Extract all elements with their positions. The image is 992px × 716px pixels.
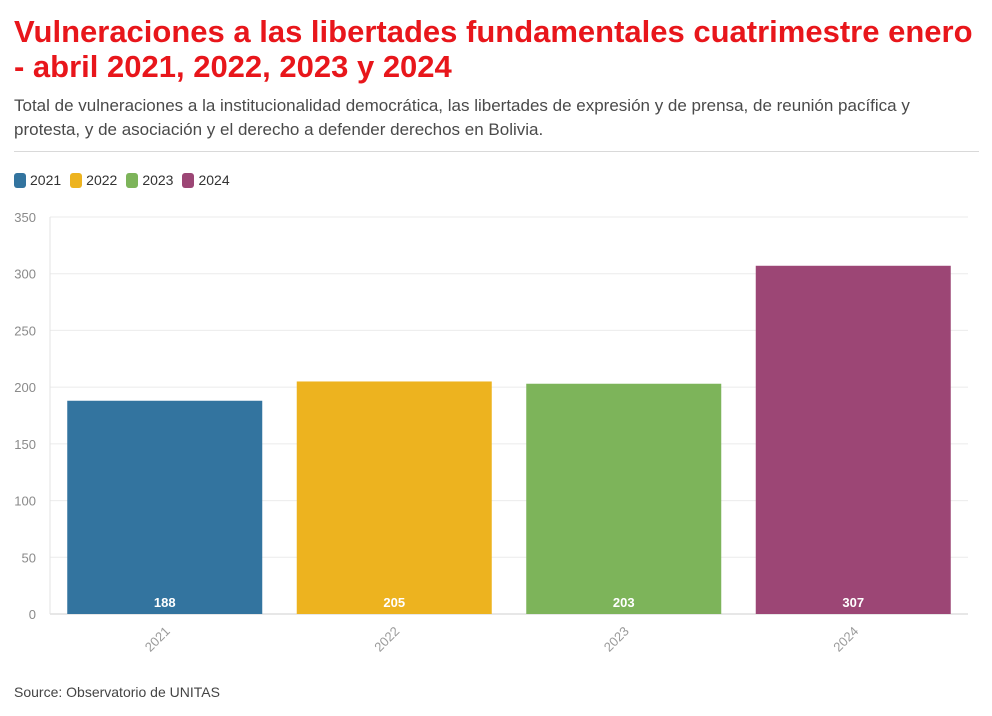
bar-2024	[755, 265, 951, 614]
bar-2022	[296, 381, 492, 614]
y-tick-label-100: 100	[14, 494, 36, 509]
legend-item-2024[interactable]: 2024	[182, 172, 230, 188]
data-label-2024: 307	[842, 595, 864, 610]
legend-label-2024: 2024	[198, 172, 230, 188]
legend-label-2023: 2023	[142, 172, 174, 188]
legend: 2021 2022 2023 2024	[14, 172, 230, 188]
data-label-2021: 188	[154, 595, 176, 610]
data-label-2022: 205	[383, 595, 405, 610]
y-tick-label-300: 300	[14, 267, 36, 282]
legend-swatch-2023	[126, 172, 139, 188]
x-tick-label-2023: 2023	[601, 624, 632, 655]
bar-2021	[67, 400, 263, 614]
legend-label-2022: 2022	[86, 172, 118, 188]
legend-swatch-2021	[14, 172, 26, 188]
bar-chart: 0 50 100 150 200 250 300 350 188 2021 205 2022 203 20…	[14, 210, 968, 655]
legend-item-2023[interactable]: 2023	[126, 172, 173, 188]
legend-swatch-2022	[70, 172, 83, 188]
y-tick-label-250: 250	[14, 323, 36, 338]
y-tick-label-350: 350	[14, 210, 36, 225]
source-note: Source: Observatorio de UNITAS	[14, 684, 220, 700]
header-divider	[14, 151, 979, 152]
data-label-2023: 203	[613, 595, 635, 610]
y-tick-label-150: 150	[14, 437, 36, 452]
x-tick-label-2021: 2021	[142, 624, 173, 655]
y-tick-label-0: 0	[29, 607, 36, 622]
x-tick-label-2024: 2024	[830, 624, 861, 655]
chart-subtitle: Total de vulneraciones a la instituciona…	[14, 96, 910, 139]
y-tick-label-200: 200	[14, 380, 36, 395]
legend-item-2021[interactable]: 2021	[14, 172, 61, 188]
legend-swatch-2024	[182, 172, 195, 188]
x-tick-label-2022: 2022	[371, 624, 402, 655]
chart-title: Vulneraciones a las libertades fundament…	[14, 14, 973, 84]
legend-label-2021: 2021	[30, 172, 62, 188]
y-tick-label-50: 50	[22, 550, 36, 565]
bar-2023	[526, 383, 722, 614]
legend-item-2022[interactable]: 2022	[70, 172, 117, 188]
